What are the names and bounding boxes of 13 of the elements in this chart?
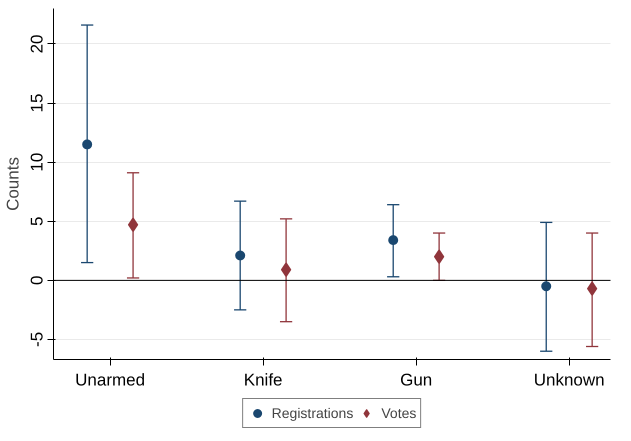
y-tick-label: 0 — [28, 276, 46, 286]
y-tick-label: -5 — [28, 332, 46, 347]
y-tick-label: 20 — [28, 34, 46, 54]
x-tick-label: Unknown — [534, 370, 605, 390]
legend-label: Registrations — [272, 405, 354, 421]
x-tick-label: Gun — [400, 370, 432, 390]
x-tick-label: Knife — [244, 370, 283, 390]
legend-label: Votes — [381, 405, 416, 421]
x-tick-label: Unarmed — [75, 370, 146, 390]
y-axis-title: Counts — [4, 157, 22, 211]
y-tick-label: 15 — [28, 94, 46, 112]
y-tick-label: 10 — [28, 152, 46, 172]
y-tick-label: 5 — [28, 216, 46, 226]
